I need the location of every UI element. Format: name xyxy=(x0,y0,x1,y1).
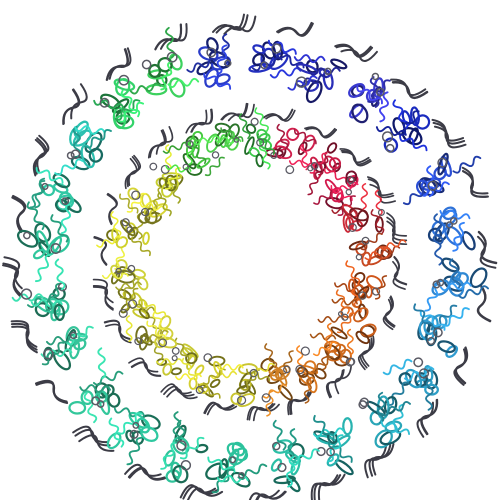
protein-subunit xyxy=(307,142,372,196)
protein-subunit xyxy=(124,411,209,484)
protein-subunit xyxy=(93,236,149,299)
protein-subunit xyxy=(310,414,354,500)
protein-subunit xyxy=(10,320,94,371)
protein-subunit xyxy=(358,391,411,479)
protein-subunit xyxy=(96,192,151,257)
protein-subunit xyxy=(35,347,124,424)
protein-subunit xyxy=(238,107,296,170)
protein-subunit xyxy=(193,102,255,177)
protein-subunit xyxy=(203,362,275,416)
protein-subunit xyxy=(375,99,467,153)
protein-subunit xyxy=(317,289,377,371)
inner-ring xyxy=(92,102,408,422)
protein-subunit xyxy=(162,108,214,176)
protein-subunit xyxy=(2,256,70,322)
protein-subunit xyxy=(186,13,257,90)
protein-subunit xyxy=(72,407,161,466)
protein-subunit xyxy=(382,357,439,438)
protein-subunit xyxy=(179,441,268,500)
protein-subunit xyxy=(93,47,145,130)
protein-subunit xyxy=(287,43,378,104)
protein-subunit xyxy=(246,419,320,500)
protein-subunit xyxy=(11,194,70,291)
protein-subunit xyxy=(334,260,396,331)
protein-subunit xyxy=(29,134,82,235)
ring-group xyxy=(2,13,498,500)
outer-ring xyxy=(2,13,498,500)
protein-subunit xyxy=(147,126,184,217)
protein-subunit xyxy=(246,343,294,422)
protein-subunit xyxy=(128,335,199,382)
protein-subunit xyxy=(160,353,244,400)
protein-subunit xyxy=(287,341,338,416)
protein-subunit xyxy=(54,83,112,176)
protein-subunit xyxy=(348,232,408,290)
protein-subunit xyxy=(265,123,338,175)
protein-subunit xyxy=(427,206,498,269)
protein-subunit xyxy=(413,303,470,386)
protein-subunit xyxy=(309,322,356,399)
protein-subunit xyxy=(129,22,200,98)
protein-subunit xyxy=(331,183,408,246)
protein-subunit xyxy=(92,278,167,342)
protein-subunit xyxy=(119,154,168,225)
protein-subunit xyxy=(248,21,314,79)
protein-subunit xyxy=(424,257,492,323)
protein-subunit xyxy=(348,72,429,124)
protein-subunit xyxy=(402,152,489,206)
